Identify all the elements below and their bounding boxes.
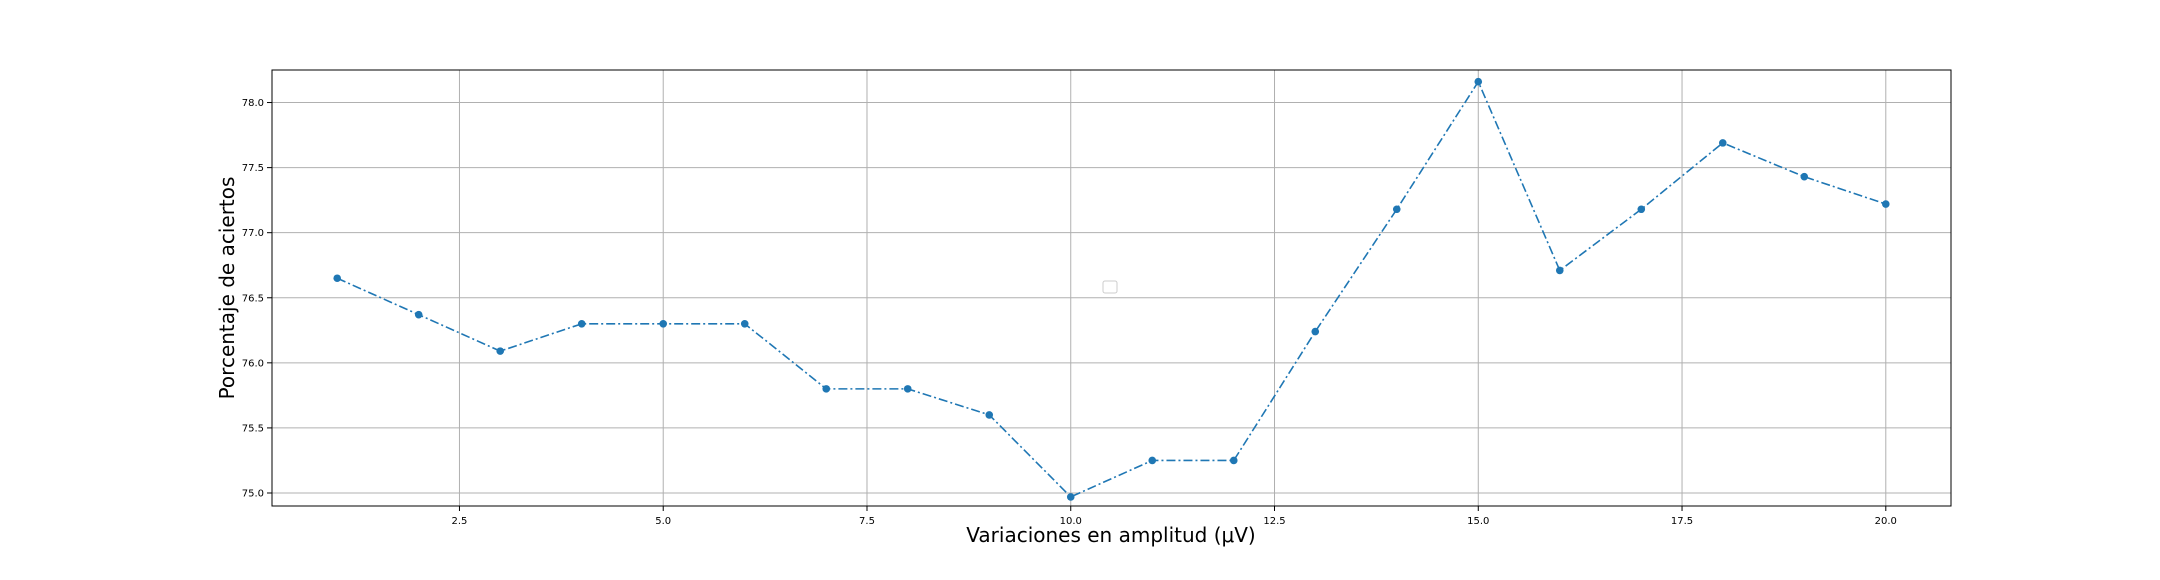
x-tick-label: 2.5 bbox=[452, 516, 468, 527]
data-point bbox=[1311, 327, 1320, 336]
data-point bbox=[577, 319, 586, 328]
data-point bbox=[1881, 200, 1890, 208]
x-tick-label: 7.5 bbox=[859, 516, 875, 527]
data-point bbox=[1392, 205, 1401, 214]
y-tick-label: 77.0 bbox=[242, 228, 264, 239]
y-axis-label: Porcentaje de aciertos bbox=[215, 177, 239, 400]
data-point bbox=[1148, 456, 1157, 465]
data-point bbox=[740, 319, 749, 328]
data-point bbox=[1637, 205, 1646, 214]
series-layer bbox=[336, 80, 1887, 498]
data-point bbox=[1800, 172, 1809, 181]
data-point bbox=[985, 411, 994, 419]
y-tick-label: 76.5 bbox=[242, 293, 264, 304]
data-point bbox=[1718, 139, 1727, 147]
data-point bbox=[822, 385, 831, 393]
x-tick-label: 17.5 bbox=[1671, 516, 1693, 527]
y-tick-label: 75.5 bbox=[242, 423, 264, 434]
y-axis-ticks: 75.0 75.5 76.0 76.5 77.0 77.5 78.0 bbox=[242, 98, 272, 499]
data-point bbox=[659, 319, 668, 328]
data-points bbox=[333, 77, 1890, 501]
data-point bbox=[1229, 456, 1238, 465]
x-axis-label: Variaciones en amplitud (μV) bbox=[966, 523, 1255, 547]
plot-frame bbox=[271, 69, 1952, 507]
x-tick-label: 12.5 bbox=[1263, 516, 1285, 527]
data-point bbox=[333, 274, 342, 283]
data-point bbox=[1066, 493, 1075, 501]
data-point bbox=[1474, 77, 1483, 86]
x-tick-label: 20.0 bbox=[1875, 516, 1897, 527]
y-tick-label: 78.0 bbox=[242, 98, 264, 109]
x-tick-label: 5.0 bbox=[655, 516, 671, 527]
data-point bbox=[1555, 266, 1564, 275]
legend-box bbox=[1102, 280, 1118, 294]
series-line bbox=[336, 80, 1887, 498]
x-axis-ticks: 2.5 5.0 7.5 10.0 12.5 15.0 17.5 20.0 bbox=[452, 506, 1897, 527]
y-tick-label: 76.0 bbox=[242, 358, 264, 369]
x-tick-label: 15.0 bbox=[1467, 516, 1489, 527]
data-point bbox=[496, 347, 505, 355]
y-tick-label: 77.5 bbox=[242, 163, 264, 174]
x-tick-label: 10.0 bbox=[1060, 516, 1082, 527]
data-point bbox=[414, 310, 423, 319]
y-tick-label: 75.0 bbox=[242, 488, 264, 499]
data-point bbox=[903, 385, 912, 393]
grid bbox=[272, 70, 1951, 506]
